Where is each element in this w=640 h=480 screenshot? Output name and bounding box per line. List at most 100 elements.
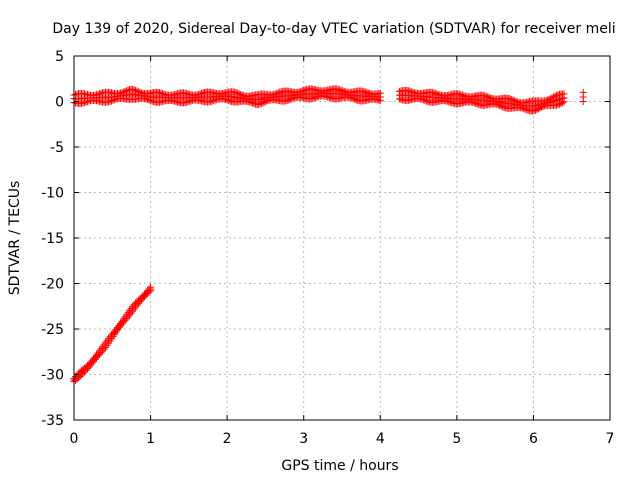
- data-point: [249, 99, 257, 107]
- data-point: [470, 99, 478, 107]
- chart-title: Day 139 of 2020, Sidereal Day-to-day VTE…: [52, 21, 615, 37]
- data-point: [145, 288, 153, 296]
- data-point: [325, 93, 333, 101]
- data-point: [99, 347, 107, 355]
- data-point: [90, 357, 98, 365]
- data-point: [499, 103, 507, 111]
- data-point: [556, 100, 564, 108]
- tick-layer: 0 1 2 3 4 5 6 7 5 0 -5 -10 -15 -20 -25 -30 -35: [41, 49, 614, 447]
- data-point: [324, 93, 332, 101]
- data-point: [106, 97, 114, 105]
- data-point: [497, 102, 505, 110]
- data-point: [288, 95, 296, 103]
- data-layer: [70, 85, 587, 386]
- x-axis-label: GPS time / hours: [281, 458, 398, 474]
- data-point: [473, 100, 481, 108]
- data-point: [132, 303, 140, 311]
- data-point: [84, 365, 92, 373]
- series-upper_band_a: [70, 85, 384, 109]
- data-point: [223, 96, 231, 104]
- data-point: [376, 97, 384, 105]
- data-point: [96, 350, 104, 358]
- data-point: [261, 98, 269, 106]
- data-point: [532, 106, 540, 114]
- y-tick-label: 5: [55, 49, 64, 65]
- x-tick-label: 7: [606, 431, 615, 447]
- data-point: [120, 318, 128, 326]
- data-point: [82, 366, 90, 374]
- x-tick-label: 4: [376, 431, 385, 447]
- data-point: [557, 100, 565, 108]
- data-point: [133, 301, 141, 309]
- y-tick-label: -10: [41, 186, 64, 202]
- data-point: [247, 99, 255, 107]
- y-tick-label: 0: [55, 95, 64, 111]
- data-point: [312, 94, 320, 102]
- data-point: [81, 99, 89, 107]
- y-tick-label: -5: [50, 140, 64, 156]
- data-point: [285, 96, 293, 104]
- data-point: [97, 349, 105, 357]
- data-point: [535, 105, 543, 113]
- data-point: [79, 370, 87, 378]
- data-point: [145, 96, 153, 104]
- data-point: [521, 105, 529, 113]
- data-point: [208, 97, 216, 105]
- data-point: [225, 97, 233, 105]
- data-point: [579, 98, 587, 105]
- data-point: [258, 99, 266, 107]
- y-tick-label: -30: [41, 368, 64, 384]
- data-point: [446, 98, 454, 106]
- x-tick-label: 6: [529, 431, 538, 447]
- data-point: [539, 102, 547, 110]
- y-tick-label: -15: [41, 231, 64, 247]
- data-point: [352, 96, 360, 104]
- data-point: [445, 98, 453, 106]
- data-point: [560, 98, 568, 106]
- data-point: [82, 98, 90, 106]
- x-tick-label: 2: [223, 431, 232, 447]
- data-point: [118, 320, 126, 328]
- data-point: [259, 99, 267, 107]
- x-tick-label: 5: [452, 431, 461, 447]
- y-tick-label: -35: [41, 413, 64, 429]
- data-point: [286, 95, 294, 103]
- data-point: [375, 96, 383, 104]
- data-point: [536, 104, 544, 112]
- data-point: [554, 101, 562, 109]
- data-point: [496, 101, 504, 109]
- data-point: [147, 287, 155, 295]
- data-point: [136, 298, 144, 306]
- series-isolated_points: [579, 88, 587, 105]
- data-point: [147, 97, 155, 105]
- data-point: [310, 94, 318, 102]
- data-point: [91, 355, 99, 363]
- data-point: [351, 95, 359, 103]
- data-point: [349, 95, 357, 103]
- data-point: [419, 96, 427, 104]
- data-point: [210, 97, 218, 105]
- data-point: [472, 99, 480, 107]
- data-point: [256, 100, 264, 108]
- data-point: [93, 354, 101, 362]
- data-point: [108, 97, 116, 105]
- series-descending_arc: [70, 283, 155, 386]
- data-point: [283, 96, 291, 104]
- series-upper_band_b: [395, 86, 568, 115]
- x-tick-label: 3: [299, 431, 308, 447]
- data-point: [94, 352, 102, 360]
- data-point: [123, 315, 131, 323]
- x-tick-label: 1: [146, 431, 155, 447]
- y-tick-label: -20: [41, 277, 64, 293]
- data-point: [395, 95, 403, 103]
- data-point: [559, 99, 567, 107]
- data-point: [76, 373, 84, 381]
- x-tick-label: 0: [70, 431, 79, 447]
- data-point: [533, 106, 541, 114]
- data-point: [538, 103, 546, 111]
- data-point: [121, 316, 129, 324]
- data-point: [262, 97, 270, 105]
- data-point: [530, 107, 538, 115]
